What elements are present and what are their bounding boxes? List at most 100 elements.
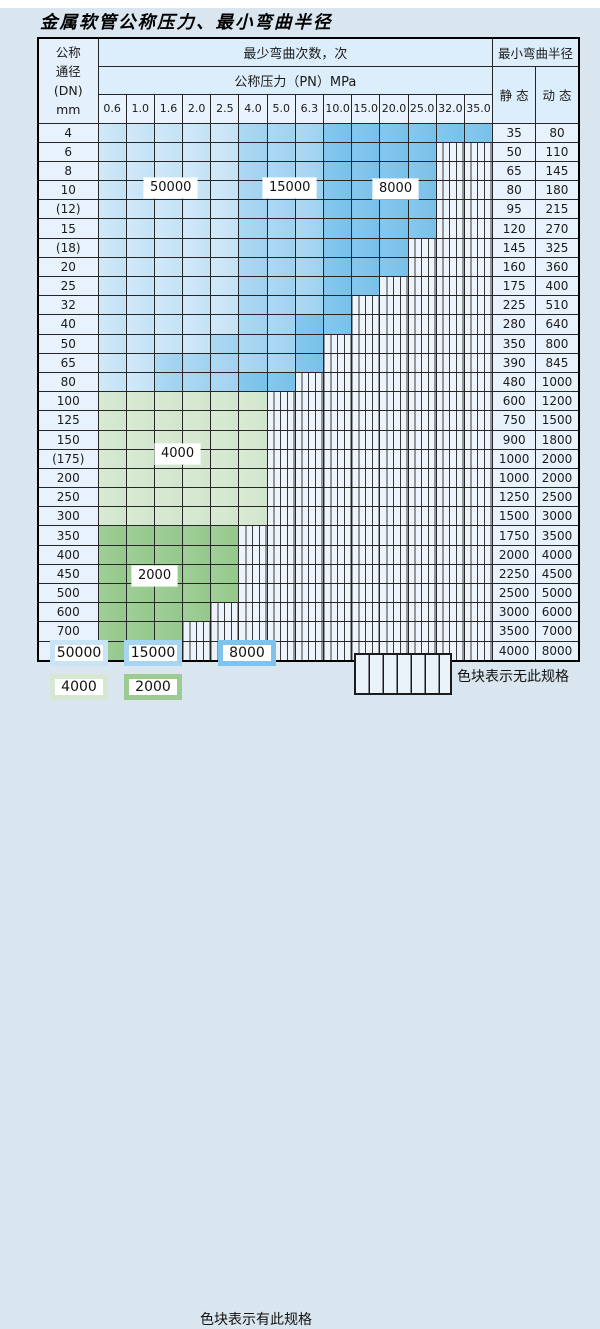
dn-cell: 6 <box>37 141 99 162</box>
spec-cell-50000 <box>153 314 184 335</box>
legend-no-spec-note: 色块表示无此规格 <box>457 669 569 685</box>
no-spec-cell <box>463 563 494 585</box>
spec-cell-4000 <box>125 487 155 508</box>
spec-cell-50000 <box>210 314 240 335</box>
dynamic-value-cell: 1500 <box>535 410 580 431</box>
no-spec-cell <box>322 391 353 412</box>
spec-cell-15000 <box>294 199 325 220</box>
dynamic-value-cell: 4000 <box>535 544 580 565</box>
dn-cell: 100 <box>37 391 99 412</box>
no-spec-cell <box>463 506 494 527</box>
no-spec-cell <box>407 410 437 431</box>
no-spec-cell <box>463 295 494 316</box>
spec-cell-50000 <box>97 180 127 201</box>
spec-cell-4000 <box>97 506 127 527</box>
spec-cell-15000 <box>294 122 325 143</box>
no-spec-cell <box>351 295 381 316</box>
no-spec-cell <box>294 487 325 508</box>
spec-cell-15000 <box>266 275 296 297</box>
spec-cell-2000 <box>97 544 127 565</box>
spec-cell-4000 <box>210 410 240 431</box>
spec-cell-8000 <box>407 160 437 182</box>
no-spec-cell <box>294 410 325 431</box>
spec-cell-4000 <box>97 391 127 412</box>
spec-cell-50000 <box>182 333 212 354</box>
spec-cell-8000 <box>322 237 353 258</box>
no-spec-cell <box>463 487 494 508</box>
spec-cell-2000 <box>97 582 127 604</box>
spec-cell-2000 <box>210 544 240 565</box>
spec-cell-4000 <box>153 487 184 508</box>
static-value-cell: 175 <box>492 275 537 297</box>
spec-cell-4000 <box>238 429 268 450</box>
no-spec-cell <box>294 544 325 565</box>
static-value-cell: 750 <box>492 410 537 431</box>
dynamic-value-cell: 80 <box>535 122 580 143</box>
no-spec-cell <box>238 544 268 565</box>
spec-cell-8000 <box>322 122 353 143</box>
no-spec-cell <box>351 582 381 604</box>
dynamic-value-cell: 360 <box>535 256 580 278</box>
spec-cell-4000 <box>97 448 127 469</box>
spec-cell-50000 <box>182 141 212 162</box>
static-value-cell: 145 <box>492 237 537 258</box>
spec-cell-50000 <box>97 218 127 239</box>
dynamic-value-cell: 5000 <box>535 582 580 604</box>
spec-cell-50000 <box>97 122 127 143</box>
table-row: 40 280 640 <box>37 314 580 335</box>
band-label: 15000 <box>263 178 317 198</box>
spec-cell-4000 <box>238 410 268 431</box>
spec-cell-8000 <box>322 141 353 162</box>
spec-cell-4000 <box>210 429 240 450</box>
no-spec-cell <box>294 391 325 412</box>
legend-swatch-value: 15000 <box>129 645 177 661</box>
spec-cell-50000 <box>153 199 184 220</box>
spec-cell-8000 <box>379 218 409 239</box>
spec-cell-8000 <box>379 237 409 258</box>
no-spec-cell <box>435 467 465 489</box>
no-spec-cell <box>294 429 325 450</box>
no-spec-cell <box>463 371 494 393</box>
spec-cell-15000 <box>266 199 296 220</box>
no-spec-cell <box>294 563 325 585</box>
spec-cell-4000 <box>182 487 212 508</box>
col-header-dn: 公称 通径 (DN) mm <box>37 37 99 124</box>
table-row: 150 900 1800 <box>37 429 580 450</box>
no-spec-cell <box>351 448 381 469</box>
spec-cell-50000 <box>182 314 212 335</box>
col-header-pressure-value: 1.0 <box>125 94 155 124</box>
static-value-cell: 65 <box>492 160 537 182</box>
spec-cell-8000 <box>379 141 409 162</box>
spec-cell-8000 <box>351 218 381 239</box>
dn-cell: 300 <box>37 506 99 527</box>
spec-cell-50000 <box>210 122 240 143</box>
spec-cell-50000 <box>182 122 212 143</box>
no-spec-cell <box>351 621 381 642</box>
spec-cell-8000 <box>322 275 353 297</box>
dynamic-value-cell: 110 <box>535 141 580 162</box>
spec-cell-50000 <box>153 275 184 297</box>
static-value-cell: 1000 <box>492 448 537 469</box>
no-spec-cell <box>435 218 465 239</box>
static-value-cell: 160 <box>492 256 537 278</box>
no-spec-cell <box>294 506 325 527</box>
dn-cell: 200 <box>37 467 99 489</box>
static-value-cell: 390 <box>492 352 537 373</box>
spec-cell-15000 <box>238 295 268 316</box>
table-row: 500 2500 5000 <box>37 582 580 604</box>
table-row: 20 160 360 <box>37 256 580 278</box>
no-spec-cell <box>322 563 353 585</box>
no-spec-cell <box>379 371 409 393</box>
spec-cell-15000 <box>294 160 325 182</box>
no-spec-cell <box>266 563 296 585</box>
col-header-pressure-value: 5.0 <box>266 94 296 124</box>
spec-cell-8000 <box>351 122 381 143</box>
spec-cell-50000 <box>125 237 155 258</box>
no-spec-cell <box>294 371 325 393</box>
legend-no-spec-swatch <box>354 653 452 695</box>
table-row: 100 600 1200 <box>37 391 580 412</box>
static-value-cell: 280 <box>492 314 537 335</box>
no-spec-cell <box>322 352 353 373</box>
spec-cell-50000 <box>153 256 184 278</box>
dynamic-value-cell: 4500 <box>535 563 580 585</box>
